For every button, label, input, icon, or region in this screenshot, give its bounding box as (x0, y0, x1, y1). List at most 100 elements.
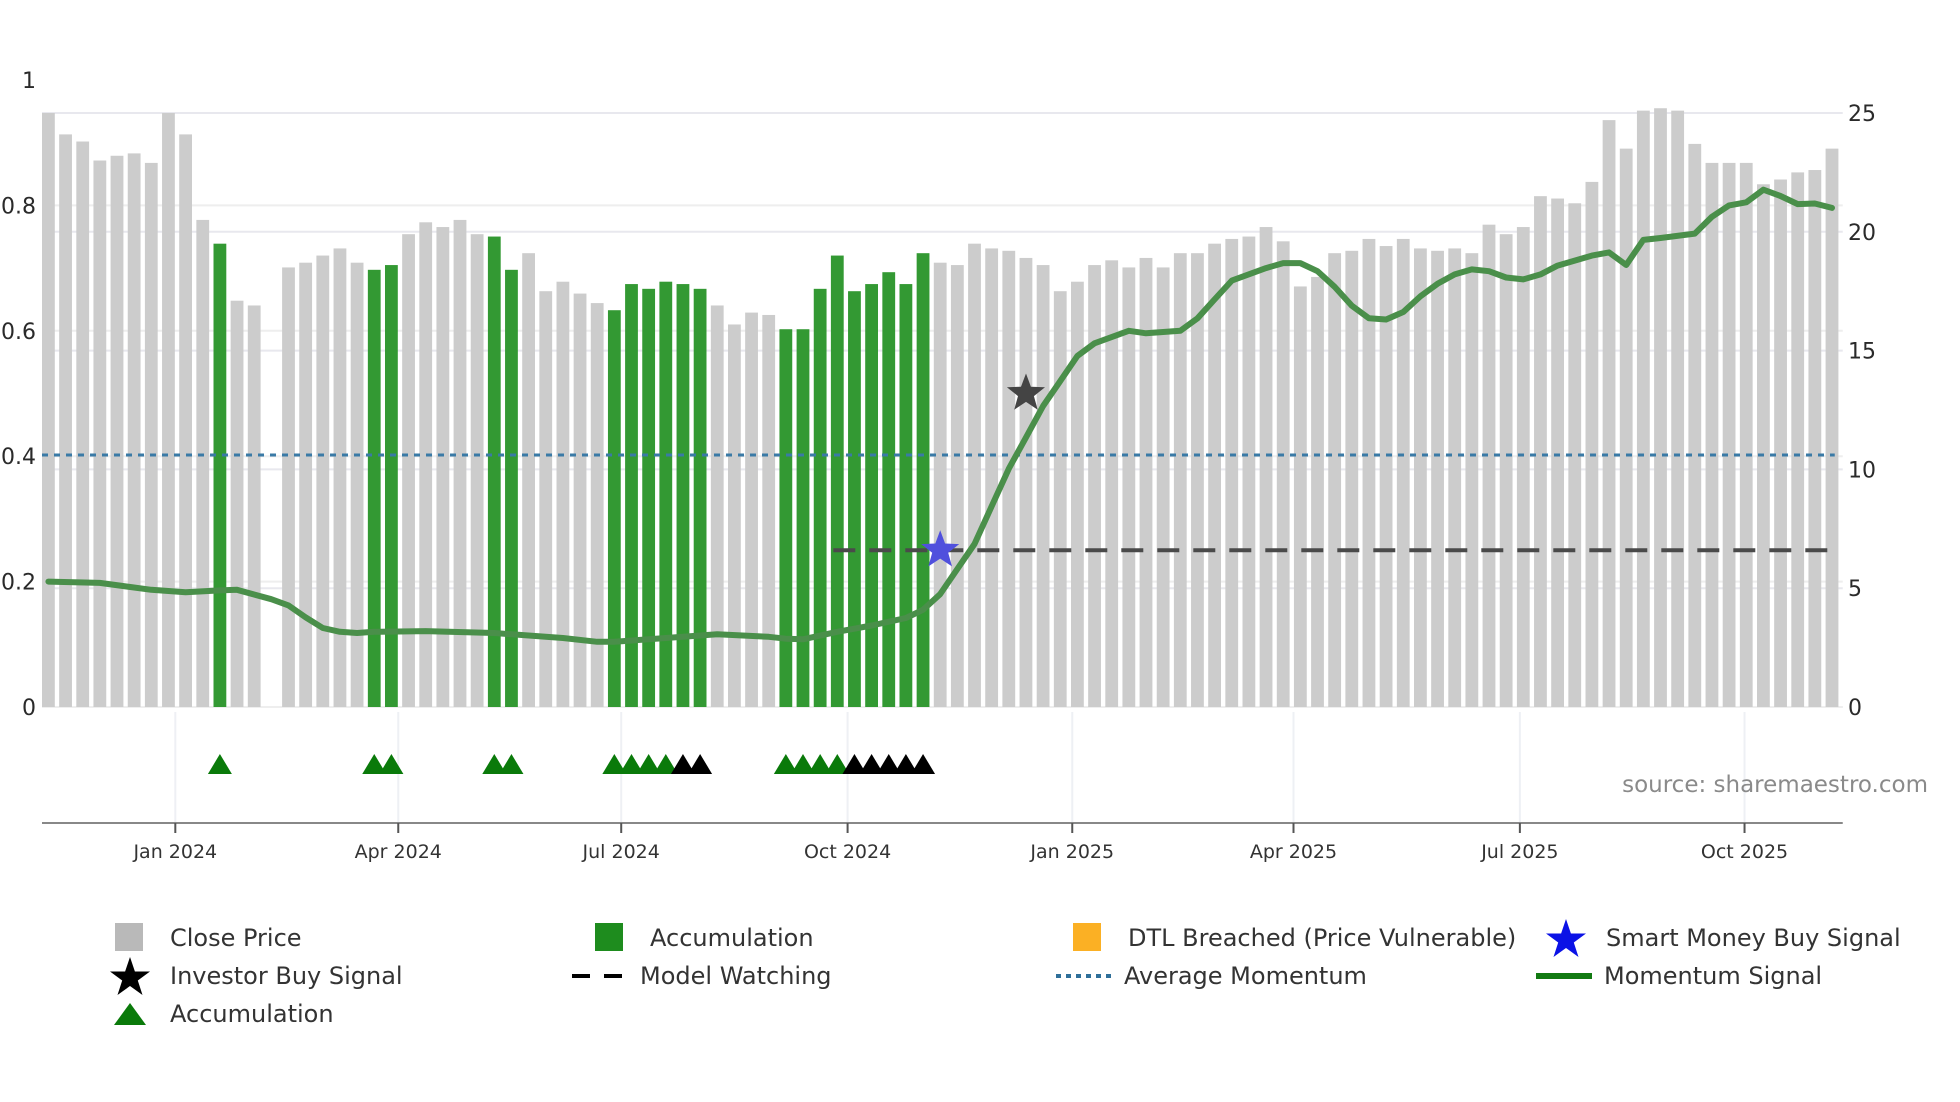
close-price-bar (1311, 276, 1324, 707)
close-price-bar (316, 255, 330, 707)
green-triangle-icon (653, 754, 678, 774)
close-price-bar (1019, 257, 1033, 707)
accumulation-bar (693, 288, 707, 707)
close-price-bar (1002, 250, 1016, 708)
close-price-bar (247, 305, 261, 707)
black-triangle-icon (842, 754, 867, 774)
legend-label: Model Watching (640, 962, 832, 990)
close-price-bar (350, 262, 364, 707)
x-axis: Jan 2024 Apr 2024 Jul 2024 Oct 2024 Jan 2025… (42, 822, 1843, 863)
accumulation-bar (676, 284, 690, 707)
close-price-bar (230, 300, 244, 707)
close-price-bar (1396, 238, 1410, 708)
close-price-bar (1036, 265, 1050, 707)
close-price-bar (1688, 143, 1702, 707)
gray-square-icon (100, 920, 160, 956)
green-triangle-icon (379, 754, 404, 774)
accumulation-bar (899, 284, 913, 707)
close-price-bar (1757, 184, 1770, 707)
close-price-bar (299, 262, 313, 707)
legend-label: Investor Buy Signal (170, 962, 403, 990)
source-label: source: sharemaestro.com (1622, 772, 1928, 798)
close-price-bar (1671, 110, 1685, 707)
legend-dtl-breached[interactable]: DTL Breached (Price Vulnerable) (1058, 920, 1516, 956)
green-triangle-icon (808, 754, 833, 774)
accumulation-triangles (207, 754, 936, 774)
legend-smart-money-buy[interactable]: Smart Money Buy Signal (1536, 919, 1901, 957)
green-triangle-icon (602, 754, 627, 774)
left-axis-tick-label: 0.2 (1, 571, 36, 596)
accumulation-bar (607, 310, 621, 707)
x-tick-label: Jan 2025 (1029, 841, 1114, 863)
close-price-bar (1053, 291, 1067, 707)
x-tick-label: Apr 2024 (355, 841, 442, 863)
legend-average-momentum[interactable]: Average Momentum (1054, 958, 1367, 994)
close-price-bar (1071, 281, 1084, 707)
momentum-signal-line (45, 186, 1835, 645)
accumulation-bar (882, 272, 896, 707)
x-tick-label: Jul 2025 (1480, 841, 1558, 863)
close-price-bar (1122, 267, 1136, 707)
x-tick-label: Jan 2024 (132, 841, 217, 863)
close-price-bar (1276, 241, 1290, 707)
green-triangle-icon (825, 754, 850, 774)
close-price-bar (968, 243, 981, 707)
legend-label: Accumulation (170, 1000, 334, 1028)
close-price-bar (333, 248, 347, 707)
legend-label: DTL Breached (Price Vulnerable) (1128, 924, 1517, 952)
legend-label: Average Momentum (1124, 962, 1367, 990)
accumulation-bar (505, 269, 518, 707)
close-price-bar (985, 248, 999, 707)
close-price-bar (522, 253, 535, 707)
right-axis-tick-label: 0 (1848, 696, 1862, 721)
legend-label: Smart Money Buy Signal (1606, 924, 1901, 952)
close-price-bar (1619, 148, 1633, 707)
right-axis-tick-label: 20 (1848, 221, 1876, 246)
close-price-bar (1139, 257, 1153, 707)
close-price-bar (453, 219, 467, 708)
accumulation-bar (385, 265, 398, 707)
close-price-bar (590, 303, 604, 707)
right-axis-tick-label: 15 (1848, 340, 1876, 365)
green-triangle-icon (773, 754, 798, 774)
close-price-bar (1191, 253, 1204, 707)
close-price-bar (110, 155, 124, 707)
close-price-bar (1568, 203, 1582, 707)
legend-accumulation-triangle[interactable]: Accumulation (100, 996, 334, 1032)
legend-accumulation-bar[interactable]: Accumulation (580, 920, 814, 956)
close-price-bar (1808, 170, 1822, 708)
legend-momentum-signal[interactable]: Momentum Signal (1534, 958, 1822, 994)
legend-investor-buy[interactable]: Investor Buy Signal (100, 957, 403, 995)
accumulation-bar (213, 243, 227, 707)
accumulation-bar (830, 255, 844, 707)
left-axis-tick-label: 0.4 (1, 445, 36, 470)
close-price-bar (1602, 120, 1616, 708)
close-price-bar (162, 113, 175, 707)
close-price-bar (1791, 172, 1805, 707)
close-price-bar (1825, 148, 1839, 707)
close-price-bar (1345, 250, 1359, 708)
smart-money-star-icon (921, 530, 960, 567)
legend-close-price[interactable]: Close Price (100, 920, 302, 956)
accumulation-bar (487, 236, 501, 707)
black-triangle-icon (876, 754, 901, 774)
close-price-bar (1585, 181, 1599, 708)
green-triangle-icon (207, 754, 232, 774)
close-price-bar (1654, 108, 1667, 708)
momentum-signal-line (45, 186, 1835, 645)
close-price-bar (1414, 248, 1427, 707)
x-tick-label: Jul 2024 (582, 841, 660, 863)
accumulation-bar (659, 281, 673, 707)
black-triangle-icon (893, 754, 918, 774)
close-price-bar (950, 265, 964, 707)
investor-star-icon (1006, 373, 1045, 410)
close-price-bar (1551, 198, 1564, 707)
accumulation-bar (779, 329, 793, 707)
legend-model-watching[interactable]: Model Watching (570, 958, 832, 994)
close-price-bar (1448, 248, 1462, 707)
green-square-icon (580, 920, 640, 956)
close-price-bar (1739, 162, 1753, 707)
left-axis-tick-label: 1 (22, 69, 36, 94)
right-y-axis: 0 5 10 15 20 25 (1848, 102, 1876, 721)
dotted-line-icon (1054, 958, 1114, 994)
